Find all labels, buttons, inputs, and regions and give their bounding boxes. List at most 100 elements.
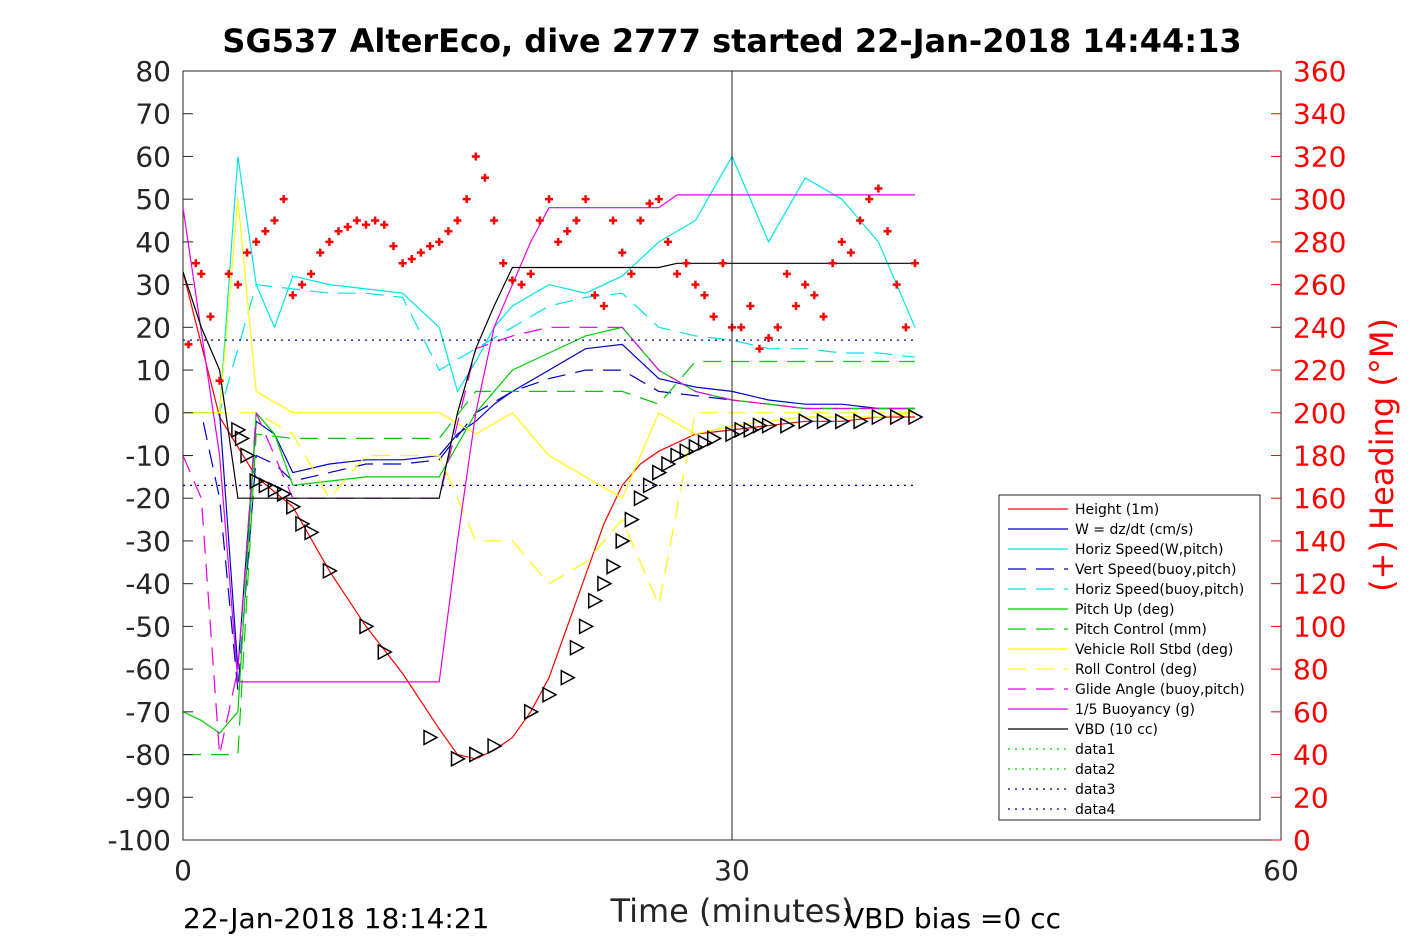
footer-vbd-bias: VBD bias =0 cc bbox=[845, 902, 1061, 935]
series-line-vbd-10-cc bbox=[183, 262, 915, 499]
heading-marker bbox=[563, 227, 572, 236]
heading-marker bbox=[663, 237, 672, 246]
legend-entry: data1 bbox=[1075, 742, 1115, 758]
y-tick-label-left: 50 bbox=[135, 183, 171, 216]
heading-marker bbox=[709, 312, 718, 321]
legend-entry: VBD (10 cc) bbox=[1075, 722, 1158, 738]
legend-entry: Glide Angle (buoy,pitch) bbox=[1075, 682, 1245, 698]
y-tick-label-right: 80 bbox=[1293, 653, 1329, 686]
y-tick-label-left: -80 bbox=[125, 739, 171, 772]
heading-marker bbox=[801, 280, 810, 289]
heading-marker bbox=[856, 216, 865, 225]
y-tick-label-left: 70 bbox=[135, 98, 171, 131]
triangle-marker bbox=[322, 562, 338, 580]
heading-marker bbox=[691, 280, 700, 289]
triangle-marker bbox=[752, 417, 769, 434]
heading-marker bbox=[197, 269, 206, 278]
y-tick-label-right: 240 bbox=[1293, 311, 1346, 344]
heading-marker bbox=[846, 248, 855, 257]
triangle-marker bbox=[816, 413, 833, 430]
heading-marker bbox=[819, 312, 828, 321]
y-tick-label-left: -70 bbox=[125, 696, 171, 729]
legend-entry: 1/5 Buoyancy (g) bbox=[1075, 702, 1195, 718]
series-line-roll-control-deg bbox=[183, 412, 915, 608]
heading-marker bbox=[517, 280, 526, 289]
heading-marker bbox=[508, 276, 517, 285]
chart-title: SG537 AlterEco, dive 2777 started 22-Jan… bbox=[222, 22, 1241, 60]
triangle-marker bbox=[234, 430, 251, 447]
triangle-marker bbox=[835, 413, 851, 430]
y-tick-label-left: -90 bbox=[125, 781, 171, 814]
triangle-marker bbox=[423, 729, 439, 746]
x-tick-label: 60 bbox=[1263, 854, 1299, 887]
y-tick-label-left: -50 bbox=[125, 610, 171, 643]
heading-marker bbox=[334, 227, 343, 236]
triangle-marker bbox=[569, 639, 586, 657]
legend: Height (1m) W = dz/dt (cm/s) Horiz Speed(W… bbox=[998, 494, 1261, 821]
heading-marker bbox=[191, 259, 200, 268]
legend-entry: data3 bbox=[1075, 782, 1115, 798]
x-tick-label: 30 bbox=[714, 854, 750, 887]
triangle-marker bbox=[624, 511, 640, 528]
y-axis-label-right: (+) Heading (°M) bbox=[1363, 318, 1401, 592]
y-tick-label-left: -30 bbox=[125, 525, 171, 558]
triangle-marker bbox=[606, 558, 622, 575]
legend-entry: Horiz Speed(buoy,pitch) bbox=[1075, 582, 1244, 598]
heading-marker bbox=[581, 195, 590, 204]
triangle-marker bbox=[761, 417, 778, 434]
legend-entry: W = dz/dt (cm/s) bbox=[1075, 522, 1194, 538]
triangle-marker bbox=[304, 524, 320, 541]
y-tick-label-left: 80 bbox=[135, 55, 171, 88]
series-line-height-1m bbox=[183, 271, 915, 760]
heading-marker bbox=[380, 220, 389, 229]
y-tick-label-left: 0 bbox=[153, 397, 171, 430]
heading-marker bbox=[782, 269, 791, 278]
triangle-marker bbox=[523, 703, 540, 721]
y-tick-label-left: -20 bbox=[125, 482, 171, 515]
heading-marker bbox=[590, 291, 599, 300]
heading-marker bbox=[545, 195, 553, 204]
heading-marker bbox=[535, 216, 544, 225]
triangle-marker bbox=[734, 421, 750, 439]
triangle-marker bbox=[889, 408, 906, 426]
heading-marker bbox=[618, 248, 627, 257]
triangle-marker bbox=[706, 430, 723, 447]
y-tick-label-right: 100 bbox=[1293, 610, 1346, 643]
legend-entry: data4 bbox=[1075, 802, 1116, 818]
footer-timestamp: 22-Jan-2018 18:14:21 bbox=[183, 902, 489, 935]
y-tick-label-left: 40 bbox=[135, 226, 171, 259]
series-line-horiz-speed-buoy-pitch bbox=[183, 283, 916, 414]
triangle-marker bbox=[560, 669, 576, 686]
heading-marker bbox=[389, 242, 398, 251]
y-tick-label-right: 200 bbox=[1293, 397, 1346, 430]
y-tick-label-left: -60 bbox=[125, 653, 171, 686]
heading-marker bbox=[755, 344, 764, 353]
heading-marker bbox=[215, 376, 224, 385]
heading-marker bbox=[435, 237, 444, 246]
ticks-layer: 0 30 6080706050403020100-10-20-30-40-50-60… bbox=[107, 55, 1346, 887]
legend-entry: Vert Speed(buoy,pitch) bbox=[1075, 562, 1237, 578]
triangle-marker bbox=[249, 472, 265, 490]
heading-marker bbox=[462, 195, 471, 204]
heading-marker bbox=[554, 237, 563, 246]
heading-marker bbox=[407, 254, 416, 263]
heading-marker bbox=[599, 301, 608, 310]
legend-entry: Vehicle Roll Stbd (deg) bbox=[1075, 642, 1233, 658]
series-line-1-5-buoyancy-g bbox=[183, 194, 915, 683]
y-tick-label-right: 360 bbox=[1293, 55, 1346, 88]
heading-marker bbox=[426, 242, 435, 251]
heading-marker bbox=[279, 195, 288, 204]
heading-marker bbox=[645, 199, 654, 208]
heading-marker bbox=[773, 323, 782, 332]
heading-marker bbox=[184, 340, 193, 349]
triangle-marker bbox=[542, 686, 558, 704]
heading-marker bbox=[371, 216, 380, 225]
y-tick-label-left: 30 bbox=[135, 269, 171, 302]
triangle-marker bbox=[633, 489, 650, 507]
y-tick-label-right: 180 bbox=[1293, 440, 1346, 473]
triangle-marker bbox=[487, 737, 503, 755]
y-tick-label-right: 220 bbox=[1293, 354, 1346, 387]
series-line-horiz-speed-w-pitch bbox=[183, 155, 916, 414]
y-tick-label-right: 300 bbox=[1293, 183, 1346, 216]
